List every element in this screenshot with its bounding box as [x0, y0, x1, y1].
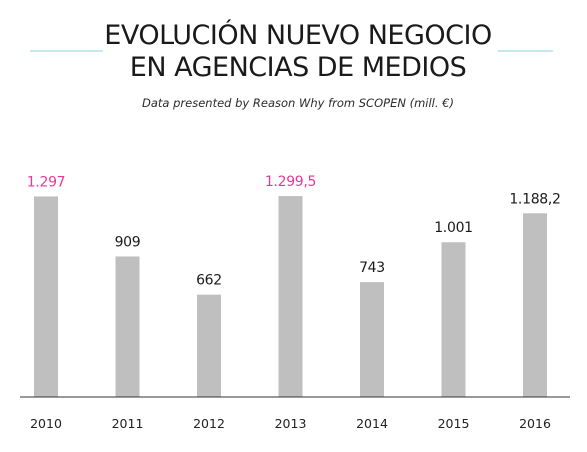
x-tick-label-2011: 2011: [112, 416, 144, 431]
bar-2012: [197, 294, 221, 397]
bar-2015: [441, 242, 466, 397]
x-tick-labels-group: 2010 2011 2012 2013 2014 2015 2016: [30, 416, 551, 431]
bar-2014: [360, 282, 384, 397]
chart-title-line1: EVOLUCIÓN NUEVO NEGOCIO: [104, 19, 491, 51]
x-tick-label-2012: 2012: [193, 416, 225, 431]
value-label-2011: 909: [115, 234, 141, 250]
x-tick-label-2013: 2013: [275, 416, 307, 431]
bars-group: [34, 196, 547, 397]
value-label-2013: 1.299,5: [265, 174, 316, 190]
x-tick-label-2015: 2015: [438, 416, 470, 431]
value-label-2012: 662: [196, 273, 222, 289]
value-labels-group: 1.297 909 662 1.299,5 743 1.001 1.188,2: [27, 174, 561, 289]
x-tick-label-2010: 2010: [30, 416, 62, 431]
bar-2010: [34, 196, 58, 397]
value-label-2010: 1.297: [27, 174, 66, 190]
bar-2016: [523, 213, 547, 397]
x-tick-label-2016: 2016: [519, 416, 551, 431]
chart-title-line2: EN AGENCIAS DE MEDIOS: [130, 52, 466, 83]
x-tick-label-2014: 2014: [356, 416, 388, 431]
value-label-2014: 743: [359, 260, 385, 276]
value-label-2015: 1.001: [434, 220, 473, 236]
value-label-2016: 1.188,2: [509, 191, 560, 207]
chart-subtitle: Data presented by Reason Why from SCOPEN…: [142, 96, 454, 110]
bar-2011: [115, 256, 140, 397]
bar-2013: [278, 196, 303, 397]
